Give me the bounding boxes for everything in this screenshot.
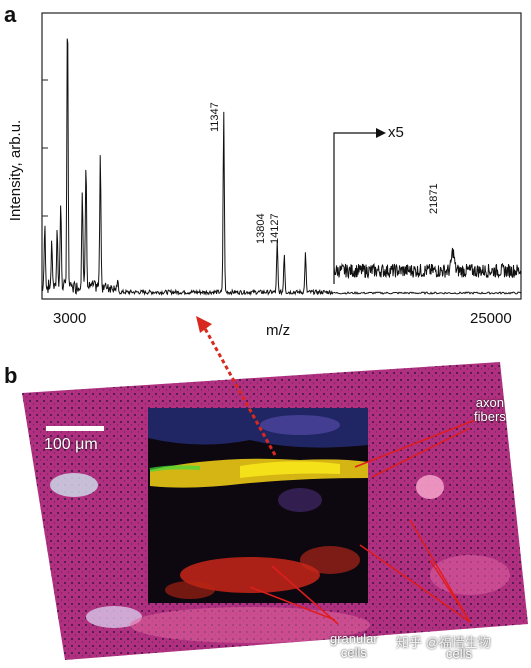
ms-red-region [180, 557, 320, 593]
scale-bar [46, 426, 104, 431]
tissue-image [22, 362, 528, 660]
spectrum-trace-unmagnified [333, 291, 522, 295]
tissue-pale-patch [416, 475, 444, 499]
plot-frame [41, 12, 522, 300]
peak-label-13804: 13804 [255, 213, 267, 244]
annotation-line [354, 419, 476, 468]
spectrum-trace [41, 38, 334, 297]
annotation-line [409, 519, 471, 623]
peak-label-14127: 14127 [269, 213, 281, 244]
peak-label-21871: 21871 [428, 183, 440, 214]
y-axis-label: Intensity, arb.u. [7, 119, 25, 221]
annotation-line [271, 565, 339, 625]
tissue-pale-patch [50, 473, 98, 497]
arrow-head-icon [376, 128, 386, 138]
x-axis-label: m/z [266, 322, 291, 339]
annotation-granular-cells-left: granular cells [330, 631, 378, 661]
x-tick-max: 25000 [470, 310, 512, 327]
spectrum-trace-magnified [333, 247, 522, 280]
magnification-bracket [333, 132, 376, 284]
panel-label-a: a [4, 2, 17, 27]
annotation-axon-fibers: axon fibers [474, 395, 506, 425]
annotation-line [371, 427, 471, 478]
tissue-pale-patch [86, 606, 142, 628]
watermark: 知乎 @福惜生物 [396, 635, 491, 650]
magnification-label: x5 [388, 124, 404, 141]
annotation-line [359, 544, 471, 623]
spectrum-plot [41, 12, 522, 300]
arrow-head-icon [196, 316, 212, 333]
annotation-granular-cells-right: cells [446, 646, 473, 661]
tissue-pale-patch [130, 607, 370, 643]
annotation-line [429, 559, 471, 623]
x-tick-min: 3000 [53, 310, 87, 327]
link-arrow [201, 324, 277, 456]
tissue-pale-patch [430, 555, 510, 595]
peak-label-11347: 11347 [209, 102, 221, 132]
ms-image-inset [148, 408, 368, 603]
scale-bar-label: 100 μm [44, 436, 98, 453]
panel-label-b: b [4, 363, 18, 388]
annotation-line [249, 586, 336, 621]
